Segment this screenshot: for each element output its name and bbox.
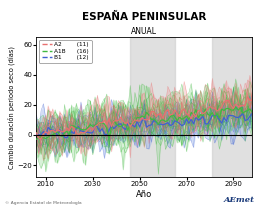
- Bar: [130, 37, 175, 177]
- Title: ESPAÑA PENINSULAR: ESPAÑA PENINSULAR: [82, 12, 206, 22]
- Text: © Agencia Estatal de Meteorología: © Agencia Estatal de Meteorología: [5, 201, 82, 205]
- Y-axis label: Cambio duración periodo seco (días): Cambio duración periodo seco (días): [7, 46, 15, 169]
- Text: AEmet: AEmet: [224, 196, 255, 204]
- X-axis label: Año: Año: [136, 190, 152, 199]
- Bar: [212, 37, 252, 177]
- Legend: A2        (11), A1B      (16), B1        (12): A2 (11), A1B (16), B1 (12): [39, 40, 92, 63]
- Text: ANUAL: ANUAL: [131, 27, 157, 36]
